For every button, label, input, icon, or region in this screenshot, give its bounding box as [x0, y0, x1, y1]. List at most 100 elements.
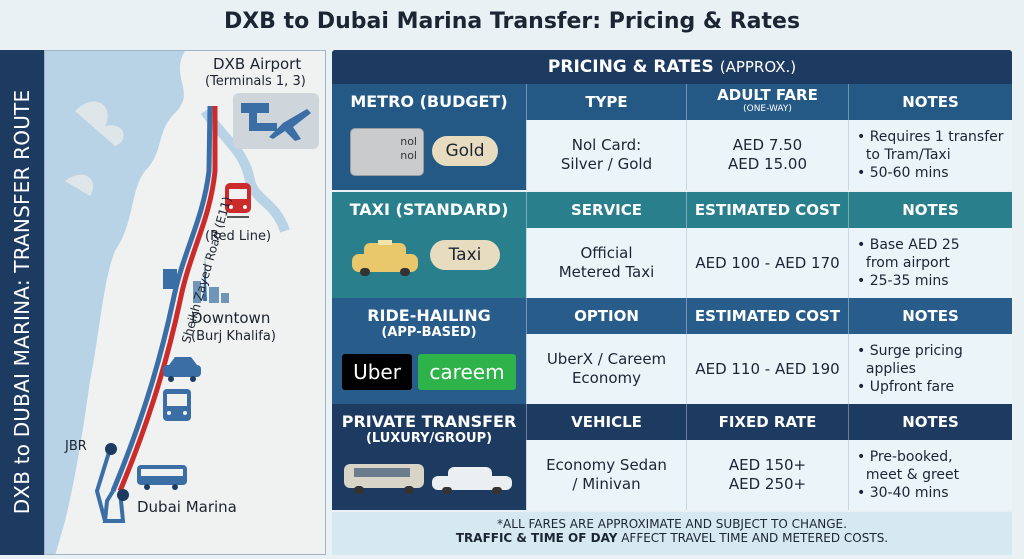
disclaimer-line1: *ALL FARES ARE APPROXIMATE AND SUBJECT T… — [497, 517, 847, 531]
ride-col-notes: NOTES — [848, 298, 1012, 334]
ride-note-1: • Surge pricing — [857, 343, 963, 359]
priv-note-1: • Pre-booked, — [857, 449, 953, 465]
priv-col-vehicle: VEHICLE — [526, 404, 686, 440]
priv-vehicle-cell: Economy Sedan / Minivan — [526, 440, 686, 510]
nol-card-text1: nol — [400, 135, 417, 148]
bus-icon — [163, 389, 191, 421]
priv-vehicle-line2: / Minivan — [572, 475, 641, 493]
nol-card-text2: nol — [400, 149, 417, 162]
taxi-label-block: TAXI (STANDARD) Taxi — [332, 192, 526, 298]
red-line-label: (Red Line) — [205, 229, 272, 244]
ride-notes-cell: • Surge pricing applies • Upfront fare — [848, 334, 1012, 404]
jbr-marker — [105, 443, 117, 455]
priv-sublabel: (LUXURY/GROUP) — [365, 431, 493, 446]
ride-option-line2: Economy — [571, 369, 642, 387]
metro-type-cell: Nol Card: Silver / Gold — [526, 120, 686, 190]
metro-note-3: • 50-60 mins — [857, 165, 949, 181]
map-graphic — [45, 51, 319, 554]
burj-khalifa-icon — [193, 256, 229, 303]
metro-note-1: • Requires 1 transfer — [857, 129, 1004, 145]
taxi-note-2: from airport — [857, 255, 950, 271]
ride-option-line1: UberX / Careem — [546, 350, 667, 368]
priv-note-2: meet & greet — [857, 467, 960, 483]
priv-label: PRIVATE TRANSFER — [341, 412, 517, 431]
ride-option-cell: UberX / Careem Economy — [526, 334, 686, 404]
private-transfer-section: PRIVATE TRANSFER (LUXURY/GROUP) VEHICLE … — [332, 404, 1012, 510]
disclaimer-rest: AFFECT TRAVEL TIME AND METERED COSTS. — [617, 531, 889, 545]
metro-col-fare-title: ADULT FARE — [717, 86, 818, 104]
pricing-header-title: PRICING & RATES — [547, 57, 714, 77]
islands — [65, 101, 124, 196]
taxi-label: TAXI (STANDARD) — [349, 200, 509, 219]
taxi-car-icon — [352, 240, 418, 276]
metro-fare-line1: AED 7.50 — [732, 136, 803, 154]
priv-rate-line1: AED 150+ — [728, 456, 807, 474]
metro-notes-cell: • Requires 1 transfer to Tram/Taxi • 50-6… — [848, 120, 1012, 190]
ride-label-block: RIDE-HAILING (APP-BASED) Uber careem — [332, 298, 526, 404]
downtown-label: Downtown — [191, 309, 271, 327]
metro-note-2: to Tram/Taxi — [857, 147, 951, 163]
road-route-line — [110, 105, 213, 492]
coach-bus-icon — [137, 465, 187, 490]
metro-type-line1: Nol Card: — [571, 136, 642, 154]
pricing-header: PRICING & RATES (APPROX.) — [332, 50, 1012, 84]
route-banner-text: DXB to DUBAI MARINA: TRANSFER ROUTE — [10, 89, 34, 515]
nol-card-icon: nol nol — [350, 128, 424, 176]
plane-icon — [269, 109, 311, 141]
taxi-cost-cell: AED 100 - AED 170 — [686, 228, 848, 298]
ride-cost-cell: AED 110 - AED 190 — [686, 334, 848, 404]
metro-label-block: METRO (BUDGET) nol nol Gold — [332, 84, 526, 190]
taxi-col-notes: NOTES — [848, 192, 1012, 228]
priv-note-3: • 30-40 mins — [857, 485, 949, 501]
taxi-col-cost: ESTIMATED COST — [686, 192, 848, 228]
marina-connector — [94, 448, 126, 523]
metro-fare-line2: AED 15.00 — [728, 155, 807, 173]
sedan-icon — [432, 464, 512, 494]
metro-label: METRO (BUDGET) — [350, 92, 508, 111]
priv-col-rate: FIXED RATE — [686, 404, 848, 440]
priv-rate-cell: AED 150+ AED 250+ — [686, 440, 848, 510]
e11-shield — [163, 269, 177, 289]
ride-hailing-section: RIDE-HAILING (APP-BASED) Uber careem OPT… — [332, 298, 1012, 404]
taxi-service-line2: Metered Taxi — [558, 263, 655, 281]
careem-logo: careem — [418, 354, 516, 390]
taxi-note-3: • 25-35 mins — [857, 273, 949, 289]
priv-rate-line2: AED 250+ — [728, 475, 807, 493]
priv-notes-cell: • Pre-booked, meet & greet • 30-40 mins — [848, 440, 1012, 510]
ride-col-cost: ESTIMATED COST — [686, 298, 848, 334]
disclaimer-bold: TRAFFIC & TIME OF DAY — [455, 531, 618, 545]
metro-col-notes: NOTES — [848, 84, 1012, 120]
airport-zone — [233, 93, 319, 149]
route-banner: DXB to DUBAI MARINA: TRANSFER ROUTE — [0, 50, 44, 555]
ride-sublabel: (APP-BASED) — [381, 325, 477, 340]
marina-marker — [117, 489, 129, 501]
metro-route-line — [117, 106, 218, 492]
taxi-notes-cell: • Base AED 25 from airport • 25-35 mins — [848, 228, 1012, 298]
taxi-note-1: • Base AED 25 — [857, 237, 960, 253]
metro-col-fare: ADULT FARE (ONE-WAY) — [686, 84, 848, 120]
marina-label: Dubai Marina — [137, 498, 237, 516]
taxi-pill: Taxi — [430, 240, 500, 270]
priv-label-block: PRIVATE TRANSFER (LUXURY/GROUP) — [332, 404, 526, 510]
airport-label: DXB Airport — [213, 55, 302, 73]
ride-note-2: applies — [857, 361, 916, 377]
taxi-service-cell: Official Metered Taxi — [526, 228, 686, 298]
minivan-icon — [344, 460, 424, 494]
uber-logo: Uber — [342, 354, 412, 390]
disclaimer-footer: *ALL FARES ARE APPROXIMATE AND SUBJECT T… — [332, 512, 1012, 555]
gold-pill: Gold — [432, 136, 498, 166]
metro-type-line2: Silver / Gold — [560, 155, 653, 173]
ride-label: RIDE-HAILING — [367, 306, 491, 325]
priv-col-notes: NOTES — [848, 404, 1012, 440]
pricing-panel: PRICING & RATES (APPROX.) METRO (BUDGET)… — [332, 50, 1012, 555]
taxi-service-line1: Official — [580, 244, 633, 262]
metro-section: METRO (BUDGET) nol nol Gold TYPE ADULT F… — [332, 84, 1012, 190]
priv-vehicle-line1: Economy Sedan — [546, 456, 667, 474]
metro-col-type: TYPE — [526, 84, 686, 120]
burj-khalifa-label: (Burj Khalifa) — [191, 329, 276, 344]
metro-fare-cell: AED 7.50 AED 15.00 — [686, 120, 848, 190]
taxi-col-service: SERVICE — [526, 192, 686, 228]
creek — [200, 108, 290, 233]
route-map: DXB Airport (Terminals 1, 3) (Red Line) … — [44, 50, 326, 555]
disclaimer-line2: TRAFFIC & TIME OF DAY AFFECT TRAVEL TIME… — [332, 531, 1012, 545]
